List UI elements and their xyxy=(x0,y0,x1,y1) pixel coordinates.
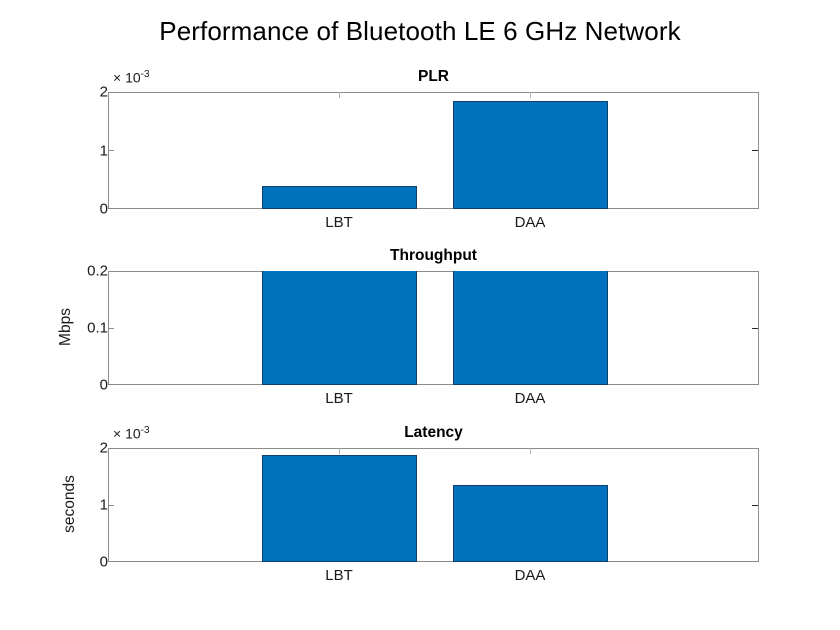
ylabel-latency: seconds xyxy=(61,475,78,533)
exponent-power: -3 xyxy=(140,425,150,436)
ytick-label-latency-1: 1 xyxy=(99,496,108,514)
ytick-label-latency-0: 0 xyxy=(99,553,108,571)
ytick-mark-throughput-left-1 xyxy=(108,327,114,329)
ytick-label-plr-2: 2 xyxy=(99,83,108,101)
bar-throughput-lbt xyxy=(262,271,417,385)
subplot-plr: PLR × 10-3 0 1 2 LBT DAA xyxy=(100,68,759,231)
xtick-mark-latency-lbt-top xyxy=(339,448,341,454)
axes-box-latency xyxy=(108,448,759,562)
bar-plr-daa xyxy=(453,100,608,209)
exponent-mantissa: × 10 xyxy=(113,69,141,86)
ytick-mark-plr-left-1 xyxy=(108,150,114,152)
exponent-mantissa: × 10 xyxy=(113,425,141,442)
ytick-label-plr-1: 1 xyxy=(99,142,108,159)
xtick-label-throughput-daa: DAA xyxy=(514,390,546,407)
xtick-label-plr-daa: DAA xyxy=(514,214,546,231)
axes-box-plr xyxy=(108,92,759,209)
xtick-label-throughput-lbt: LBT xyxy=(325,390,353,407)
ytick-mark-latency-right-1 xyxy=(752,504,758,506)
xtick-mark-plr-daa-top xyxy=(530,92,532,98)
xtick-label-latency-daa: DAA xyxy=(514,567,546,584)
ytick-label-throughput-0: 0 xyxy=(99,376,108,394)
xtick-label-latency-lbt: LBT xyxy=(325,567,353,584)
figure-title: Performance of Bluetooth LE 6 GHz Networ… xyxy=(159,16,681,46)
y-axis-exponent-latency: × 10-3 xyxy=(113,425,150,442)
ytick-mark-plr-right-1 xyxy=(752,150,758,152)
xtick-mark-latency-daa-top xyxy=(530,448,532,454)
bar-throughput-daa xyxy=(453,271,608,385)
ylabel-throughput: Mbps xyxy=(57,308,74,346)
bar-latency-daa xyxy=(453,484,608,562)
xtick-mark-plr-lbt-top xyxy=(339,92,341,98)
subplot-title-latency: Latency xyxy=(404,424,463,441)
subplot-title-throughput: Throughput xyxy=(390,247,477,264)
ytick-label-throughput-1: 0.1 xyxy=(87,319,108,337)
xtick-label-plr-lbt: LBT xyxy=(325,214,353,231)
subplot-throughput: Throughput 0 0.1 0.2 Mbps LBT DAA xyxy=(57,247,759,407)
exponent-power: -3 xyxy=(140,69,150,80)
subplot-title-plr: PLR xyxy=(418,68,449,85)
ytick-label-throughput-2: 0.2 xyxy=(87,262,108,280)
y-axis-exponent-plr: × 10-3 xyxy=(113,69,150,86)
axes-box-throughput xyxy=(108,271,759,385)
bar-latency-lbt xyxy=(262,455,417,562)
ytick-mark-latency-left-1 xyxy=(108,504,114,506)
ytick-label-plr-0: 0 xyxy=(99,200,108,218)
ytick-label-latency-2: 2 xyxy=(99,439,108,457)
bar-plr-lbt xyxy=(262,186,417,209)
subplot-latency: Latency × 10-3 0 1 2 seconds LBT DAA xyxy=(61,424,759,584)
ytick-mark-throughput-right-1 xyxy=(752,327,758,329)
